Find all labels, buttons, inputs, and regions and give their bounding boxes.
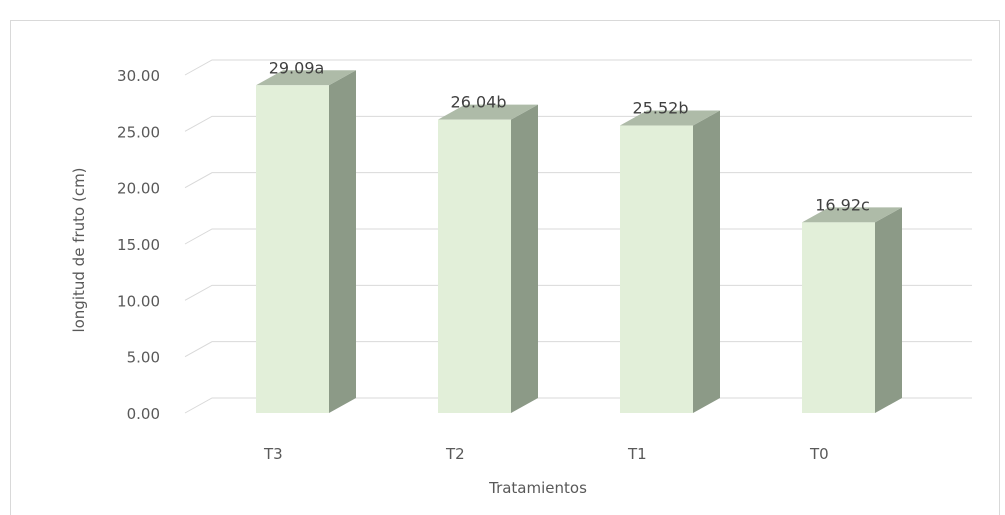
bar-side <box>875 207 902 413</box>
gridline <box>184 59 972 76</box>
bar-top <box>438 104 538 120</box>
bar-T3 <box>256 70 356 413</box>
bar-T0 <box>802 207 902 413</box>
bar-T1 <box>620 110 720 413</box>
x-tick-label: T2 <box>445 445 465 463</box>
data-label: 16.92c <box>815 195 870 214</box>
y-axis-title: longitud de fruto (cm) <box>70 167 88 332</box>
bar-top <box>256 70 356 86</box>
x-axis-title: Tratamientos <box>488 479 587 497</box>
y-tick-label: 10.00 <box>117 292 160 310</box>
data-label: 26.04b <box>451 93 507 112</box>
data-label: 25.52b <box>633 98 689 117</box>
bar-front <box>620 125 693 413</box>
bar-side <box>511 104 538 413</box>
y-tick-label: 0.00 <box>127 405 160 423</box>
bar-front <box>256 85 329 413</box>
bars <box>256 70 902 413</box>
y-tick-label: 5.00 <box>127 349 160 367</box>
bar-top <box>620 110 720 126</box>
y-tick-label: 25.00 <box>117 123 160 141</box>
bar-front <box>438 119 511 413</box>
bar-side <box>329 70 356 413</box>
x-tick-label: T3 <box>263 445 283 463</box>
x-tick-label: T1 <box>627 445 647 463</box>
y-tick-label: 15.00 <box>117 236 160 254</box>
chart-frame <box>10 20 1000 515</box>
y-tick-label: 20.00 <box>117 180 160 198</box>
data-labels: 29.09a 26.04b 25.52b 16.92c <box>269 58 870 214</box>
gridlines <box>184 59 972 414</box>
bar-top <box>802 207 902 223</box>
y-tick-label: 30.00 <box>117 67 160 85</box>
x-axis-ticks: T3 T2 T1 T0 <box>263 445 829 463</box>
x-tick-label: T0 <box>809 445 829 463</box>
data-label: 29.09a <box>269 58 325 77</box>
y-axis-ticks: 0.00 5.00 10.00 15.00 20.00 25.00 30.00 <box>117 67 160 423</box>
bar-T2 <box>438 104 538 413</box>
bar-front <box>802 222 875 413</box>
bar-side <box>693 110 720 413</box>
